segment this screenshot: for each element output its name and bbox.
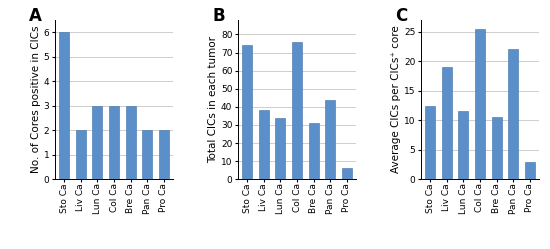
Text: B: B — [212, 7, 224, 25]
Bar — [475, 29, 485, 179]
Bar — [109, 106, 119, 179]
Bar — [508, 50, 518, 179]
Bar — [309, 123, 318, 179]
Bar — [125, 106, 136, 179]
Bar — [342, 168, 352, 179]
Bar — [242, 45, 252, 179]
Bar — [59, 32, 69, 179]
Bar — [492, 117, 502, 179]
Text: C: C — [395, 7, 407, 25]
Bar — [76, 130, 86, 179]
Bar — [142, 130, 152, 179]
Bar — [92, 106, 102, 179]
Y-axis label: No. of Cores positive in CICs: No. of Cores positive in CICs — [31, 26, 41, 173]
Y-axis label: Total CICs in each tumor: Total CICs in each tumor — [208, 36, 218, 163]
Bar — [442, 67, 452, 179]
Text: A: A — [29, 7, 42, 25]
Bar — [525, 162, 535, 179]
Bar — [258, 111, 269, 179]
Bar — [325, 100, 336, 179]
Bar — [458, 111, 469, 179]
Bar — [292, 42, 302, 179]
Bar — [276, 118, 285, 179]
Y-axis label: Average CICs per CICs⁺ core: Average CICs per CICs⁺ core — [391, 26, 401, 174]
Bar — [425, 106, 435, 179]
Bar — [159, 130, 169, 179]
